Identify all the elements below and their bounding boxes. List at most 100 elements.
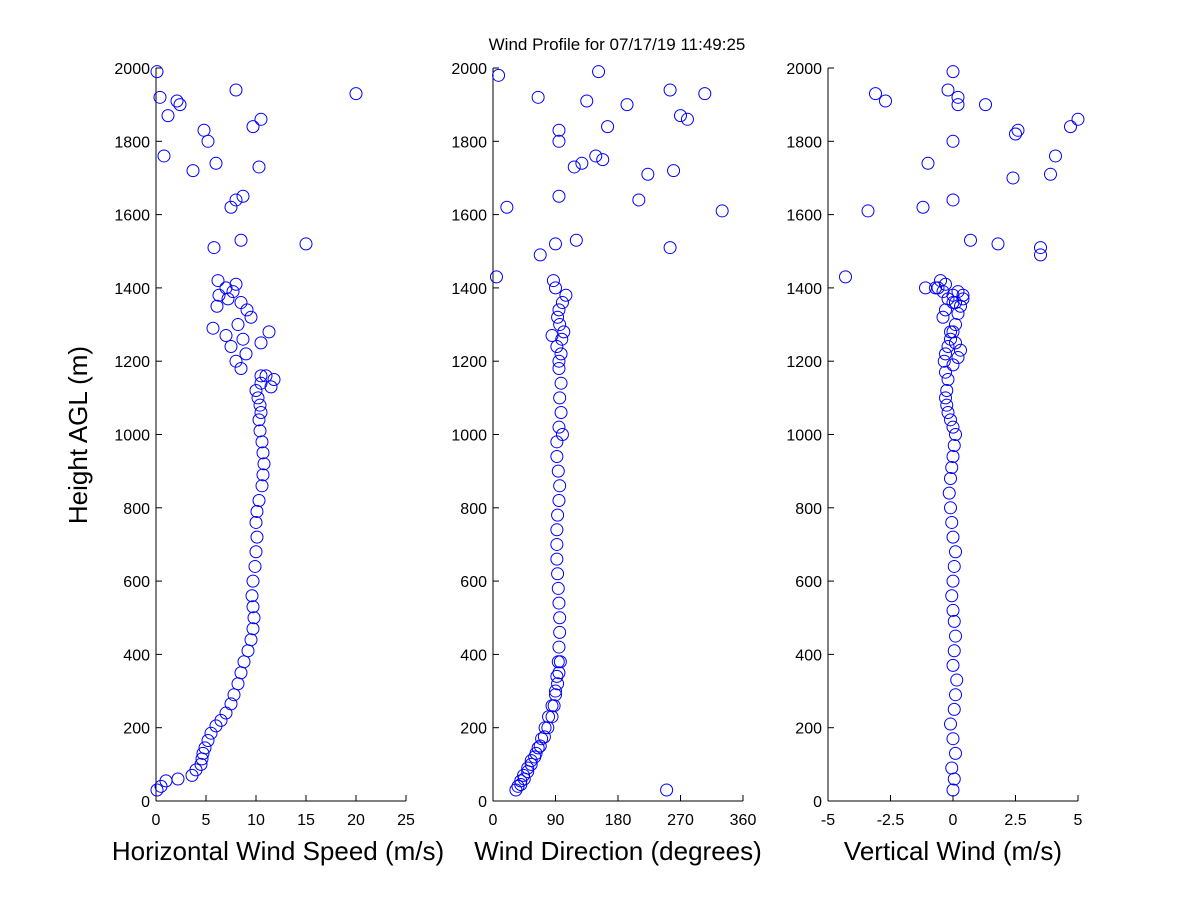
- data-point: [964, 233, 977, 247]
- data-point: [250, 504, 264, 518]
- data-point: [248, 559, 262, 573]
- data-point: [951, 90, 965, 104]
- data-point: [949, 688, 962, 702]
- data-point: [632, 193, 646, 207]
- data-point: [947, 772, 961, 786]
- data-point: [551, 508, 565, 522]
- data-point: [946, 134, 960, 148]
- data-point: [945, 761, 959, 775]
- data-point: [492, 68, 506, 82]
- data-point: [234, 296, 248, 310]
- data-point: [546, 274, 560, 288]
- data-point: [545, 710, 559, 724]
- data-point: [553, 479, 567, 493]
- data-point: [249, 545, 263, 559]
- data-point: [209, 156, 223, 170]
- data-point: [949, 336, 962, 350]
- y-axis-label: Height AGL (m): [63, 346, 93, 524]
- data-point: [554, 376, 568, 390]
- data-point: [553, 611, 567, 625]
- data-point: [551, 581, 565, 595]
- data-point: [533, 739, 547, 753]
- data-point: [946, 530, 960, 544]
- data-point: [250, 530, 264, 544]
- data-point: [553, 318, 567, 332]
- data-point: [946, 658, 960, 672]
- data-point: [206, 321, 220, 335]
- data-point: [552, 303, 566, 317]
- data-point: [552, 362, 566, 376]
- data-point: [231, 677, 245, 691]
- data-point: [545, 329, 559, 343]
- panel-1: 0 200 400 600 800 1000 1200 1400 1600 1800 2000 0 5 1…: [112, 61, 444, 866]
- data-point: [553, 625, 567, 639]
- data-point: [879, 94, 892, 108]
- data-point: [153, 90, 167, 104]
- data-point: [947, 702, 961, 716]
- data-point: [259, 369, 273, 383]
- data-point: [240, 303, 254, 317]
- data-point: [839, 270, 852, 284]
- y-tick-label: 1400: [451, 281, 487, 298]
- data-point: [550, 552, 564, 566]
- y-tick-label: 1800: [114, 134, 150, 151]
- data-point: [254, 376, 268, 390]
- data-point: [939, 303, 952, 317]
- y-tick-label: 1200: [786, 354, 822, 371]
- y-tick-label: 1800: [786, 134, 822, 151]
- data-point: [674, 109, 687, 123]
- data-point: [916, 200, 930, 214]
- data-point: [262, 325, 276, 339]
- data-point: [533, 248, 547, 262]
- y-tick-label: 2000: [451, 61, 487, 78]
- data-point: [253, 398, 267, 412]
- data-point: [991, 237, 1005, 251]
- data-point: [553, 655, 567, 669]
- data-point: [559, 288, 573, 302]
- x-tick-label: 90: [547, 812, 565, 829]
- y-tick-label: 1200: [114, 354, 150, 371]
- y-tick-label: 400: [460, 647, 487, 664]
- x-tick-label: 270: [667, 812, 694, 829]
- data-point: [947, 438, 961, 452]
- data-point: [941, 373, 955, 387]
- data-point: [196, 746, 210, 760]
- data-point: [254, 369, 268, 383]
- data-point: [226, 285, 240, 299]
- x-tick-label: 15: [297, 812, 315, 829]
- y-tick-label: 200: [795, 721, 822, 738]
- data-point: [224, 697, 238, 711]
- data-point: [946, 325, 960, 339]
- data-point: [245, 589, 259, 603]
- x-tick-label: 180: [605, 812, 632, 829]
- data-point: [601, 120, 615, 134]
- data-point: [942, 486, 956, 500]
- data-point: [950, 673, 964, 687]
- data-point: [1006, 171, 1020, 185]
- y-tick-label: 1600: [451, 208, 487, 225]
- y-tick-label: 400: [123, 647, 150, 664]
- data-point: [173, 98, 187, 112]
- data-point: [552, 493, 566, 507]
- data-point: [1011, 123, 1025, 137]
- data-point: [241, 644, 255, 658]
- x-tick-label: 5: [202, 812, 211, 829]
- x-tick-label: 5: [1074, 812, 1083, 829]
- data-point: [951, 351, 965, 365]
- data-point: [936, 285, 950, 299]
- data-point: [941, 406, 955, 420]
- data-point: [940, 384, 954, 398]
- y-tick-label: 800: [123, 501, 150, 518]
- data-point: [869, 87, 882, 101]
- x-tick-label: 360: [730, 812, 757, 829]
- data-point: [946, 420, 960, 434]
- data-point: [552, 123, 566, 137]
- data-point: [979, 98, 992, 112]
- data-point: [541, 721, 555, 735]
- data-point: [537, 730, 551, 744]
- data-point: [549, 684, 562, 698]
- data-point: [567, 160, 581, 174]
- data-point: [936, 310, 950, 324]
- data-point: [1049, 149, 1062, 163]
